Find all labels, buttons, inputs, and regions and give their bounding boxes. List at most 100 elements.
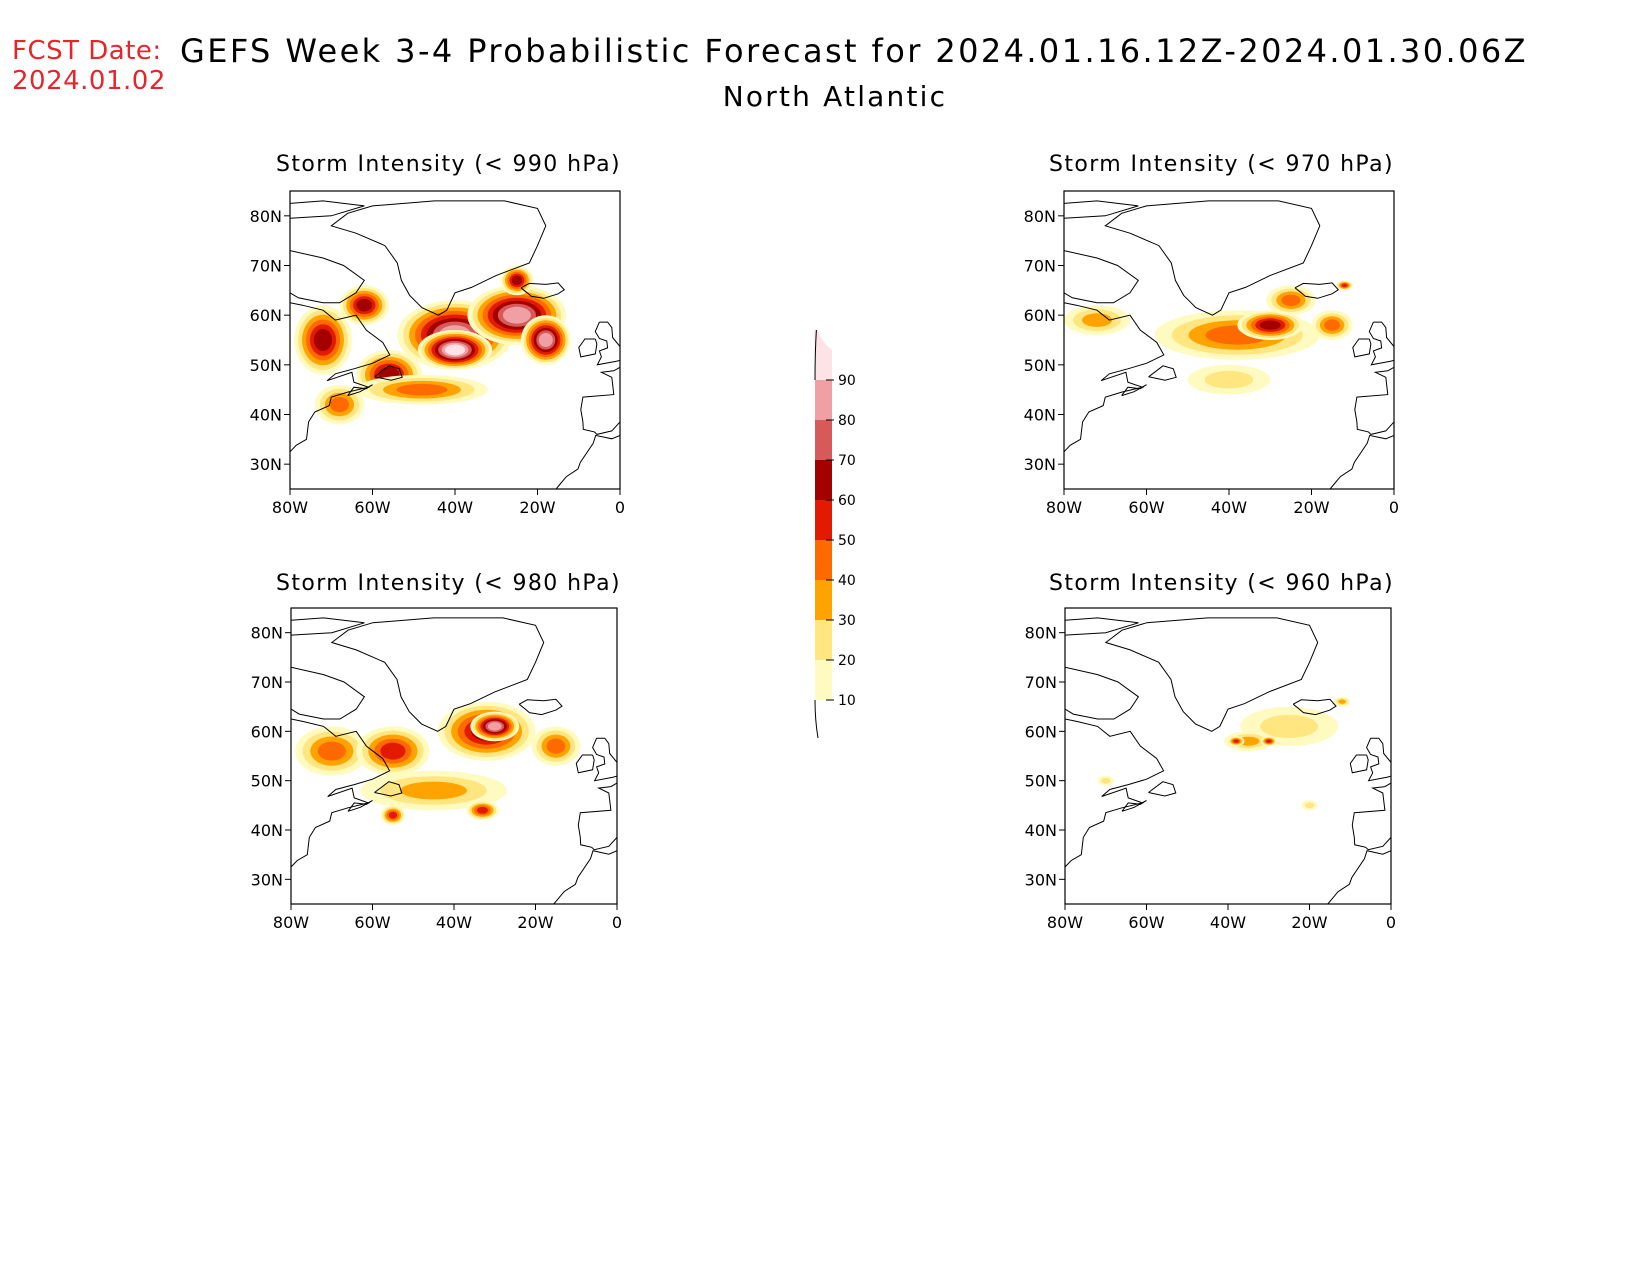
lat-tick-label: 40N xyxy=(250,406,282,425)
coastline-1 xyxy=(291,617,365,636)
probability-cell-3-level-7 xyxy=(487,722,502,731)
probability-cell-0-level-3 xyxy=(317,741,346,761)
colorbar-label: 20 xyxy=(838,653,856,669)
lon-tick-label: 20W xyxy=(1293,498,1329,517)
probability-cell-9-level-5 xyxy=(511,275,523,286)
colorbar-label: 90 xyxy=(838,373,856,389)
lon-tick-label: 0 xyxy=(1389,498,1399,517)
coastline-5 xyxy=(347,799,373,812)
coastline-9 xyxy=(577,782,617,851)
coastline-2 xyxy=(1065,666,1140,720)
lon-tick-label: 80W xyxy=(273,913,309,932)
lon-tick-label: 20W xyxy=(517,913,553,932)
colorbar-swatch-6 xyxy=(815,420,832,460)
probability-cell-5-level-1 xyxy=(1304,802,1315,809)
coastline-10 xyxy=(1327,850,1391,904)
lat-tick-label: 80N xyxy=(1024,207,1056,226)
lat-tick-label: 60N xyxy=(1025,722,1057,741)
lon-tick-label: 0 xyxy=(612,913,622,932)
colorbar-swatch-8 xyxy=(813,330,832,380)
forecast-date-value: 2024.01.02 xyxy=(12,66,166,96)
lat-tick-label: 80N xyxy=(1025,624,1057,643)
lat-tick-label: 40N xyxy=(1024,406,1056,425)
coastline-4 xyxy=(374,365,403,381)
colorbar-label: 80 xyxy=(838,413,856,429)
lon-tick-label: 40W xyxy=(436,913,472,932)
probability-cell-1-level-4 xyxy=(380,742,406,760)
lon-tick-label: 40W xyxy=(437,498,473,517)
colorbar-label: 50 xyxy=(838,533,856,549)
coastline-2 xyxy=(291,666,366,720)
lon-tick-label: 80W xyxy=(272,498,308,517)
coastline-6 xyxy=(1294,282,1340,299)
lat-tick-label: 40N xyxy=(1025,821,1057,840)
coastline-1 xyxy=(1065,617,1139,636)
probability-cell-7-level-3 xyxy=(396,384,448,396)
panel-title-990: Storm Intensity (< 990 hPa) xyxy=(276,152,621,177)
map-panel-970: 80W 60W 40W 20W 0 80N 70N 60N 50N 40N 30N xyxy=(1024,190,1399,517)
coastline-4 xyxy=(374,781,403,797)
lat-tick-label: 30N xyxy=(1024,455,1056,474)
colorbar-swatch-3 xyxy=(815,540,832,580)
lon-tick-label: 60W xyxy=(1128,913,1164,932)
probability-cell-2-level-4 xyxy=(1266,739,1272,743)
coastline-8 xyxy=(578,338,598,358)
page-title: GEFS Week 3-4 Probabilistic Forecast for… xyxy=(180,32,1528,70)
probability-cell-4-level-3 xyxy=(546,738,566,754)
coastline-10 xyxy=(1329,434,1394,489)
coastline-7 xyxy=(1368,321,1394,366)
coastline-3 xyxy=(1064,302,1165,453)
coastline-5 xyxy=(1121,384,1147,397)
coastline-7 xyxy=(594,321,620,366)
forecast-date-label: FCST Date: xyxy=(12,36,162,66)
lon-tick-label: 0 xyxy=(1386,913,1396,932)
probability-cell-0-level-5 xyxy=(313,329,333,351)
coastline-6 xyxy=(518,698,563,716)
coastline-0 xyxy=(1104,200,1321,316)
probability-cell-6-level-4 xyxy=(1341,283,1348,288)
coastline-8 xyxy=(1352,338,1372,358)
probability-cell-6-level-2 xyxy=(1338,699,1346,704)
coastline-9 xyxy=(580,366,620,435)
lat-tick-label: 30N xyxy=(251,870,283,889)
lat-tick-label: 50N xyxy=(1025,772,1057,791)
probability-cell-8-level-3 xyxy=(330,397,349,413)
lon-tick-label: 20W xyxy=(519,498,555,517)
coastline-5 xyxy=(1121,799,1147,812)
lon-tick-label: 60W xyxy=(1128,498,1164,517)
lon-tick-label: 60W xyxy=(354,498,390,517)
panel-title-970: Storm Intensity (< 970 hPa) xyxy=(1049,152,1394,177)
lat-tick-label: 60N xyxy=(251,722,283,741)
coastline-5 xyxy=(347,384,373,397)
lat-tick-label: 70N xyxy=(1024,257,1056,276)
map-frame xyxy=(1064,607,1392,905)
lat-tick-label: 70N xyxy=(1025,673,1057,692)
coastline-3 xyxy=(1065,718,1165,868)
coastline-2 xyxy=(1064,250,1139,304)
colorbar-swatch-5 xyxy=(815,460,832,500)
lat-tick-label: 50N xyxy=(250,356,282,375)
lat-tick-label: 60N xyxy=(250,306,282,325)
map-panel-960: 80W 60W 40W 20W 0 80N 70N 60N 50N 40N 30N xyxy=(1025,607,1396,932)
coastline-1 xyxy=(1064,200,1139,219)
lat-tick-label: 30N xyxy=(250,455,282,474)
probability-cell-3-level-4 xyxy=(1233,739,1239,743)
lon-tick-label: 40W xyxy=(1211,498,1247,517)
coastline-10 xyxy=(553,850,617,904)
coastline-7 xyxy=(592,737,617,782)
lat-tick-label: 80N xyxy=(250,207,282,226)
colorbar-swatch-1 xyxy=(815,620,832,660)
probability-cell-7-level-4 xyxy=(476,806,489,814)
probability-cell-4-level-7 xyxy=(502,306,531,324)
probability-cell-6-level-4 xyxy=(388,811,398,819)
colorbar-label: 70 xyxy=(838,453,856,469)
colorbar-swatch-0 xyxy=(815,660,832,700)
lon-tick-label: 0 xyxy=(615,498,625,517)
coastline-3 xyxy=(291,718,391,868)
probability-cell-3-level-3 xyxy=(1281,294,1301,306)
lat-tick-label: 50N xyxy=(1024,356,1056,375)
probability-cell-4-level-1 xyxy=(1101,777,1111,784)
lon-tick-label: 40W xyxy=(1210,913,1246,932)
lat-tick-label: 60N xyxy=(1024,306,1056,325)
coastline-10 xyxy=(555,434,620,489)
